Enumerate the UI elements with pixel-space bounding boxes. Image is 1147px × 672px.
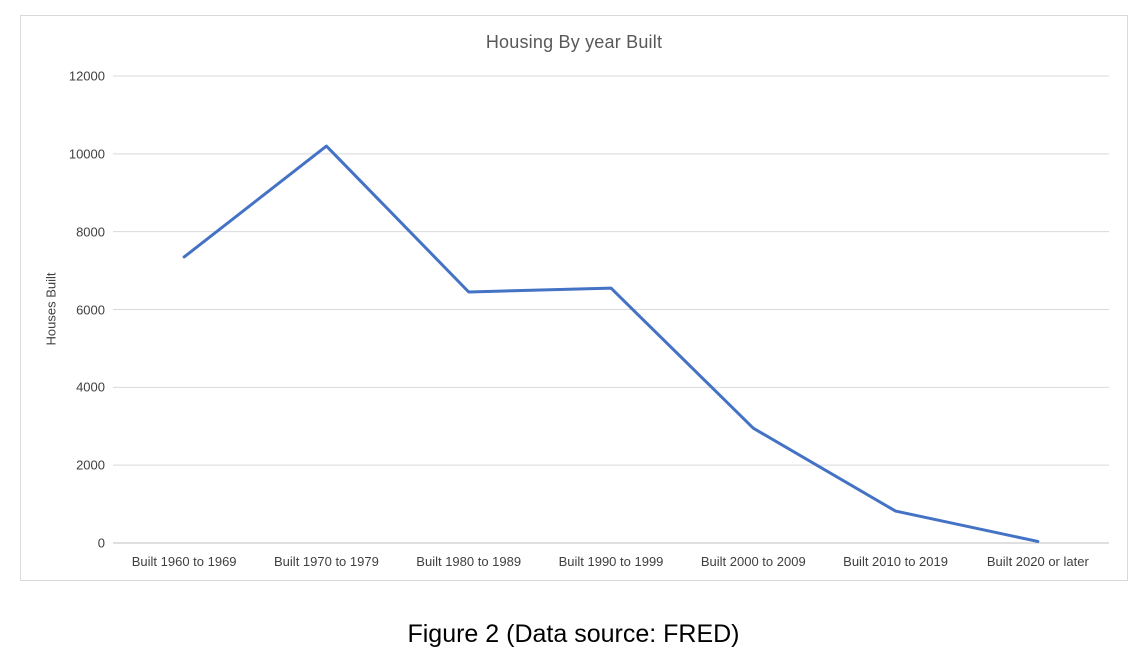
x-tick-label: Built 1990 to 1999 <box>558 554 664 569</box>
line-chart-plot-area <box>113 75 1109 544</box>
data-series-line <box>182 144 1040 543</box>
x-tick-label: Built 1970 to 1979 <box>274 554 379 569</box>
x-tick-label: Built 2020 or later <box>986 554 1089 569</box>
y-tick-label: 4000 <box>76 379 105 395</box>
x-tick-label: Built 2010 to 2019 <box>843 554 948 569</box>
chart-frame: Housing By year Built Houses Built 12000… <box>20 15 1128 581</box>
y-tick-label: 12000 <box>68 68 105 84</box>
x-tick-label: Built 2000 to 2009 <box>700 554 806 569</box>
x-tick-label: Built 1980 to 1989 <box>416 554 522 569</box>
y-tick-label: 10000 <box>68 146 105 162</box>
y-tick-label: 0 <box>97 535 105 551</box>
chart-title: Housing By year Built <box>485 32 663 52</box>
y-tick-label: 6000 <box>76 302 105 317</box>
figure-caption: Figure 2 (Data source: FRED) <box>407 620 740 648</box>
y-tick-label: 8000 <box>76 224 105 240</box>
y-tick-label: 2000 <box>76 457 105 473</box>
x-tick-label: Built 1960 to 1969 <box>131 554 237 569</box>
